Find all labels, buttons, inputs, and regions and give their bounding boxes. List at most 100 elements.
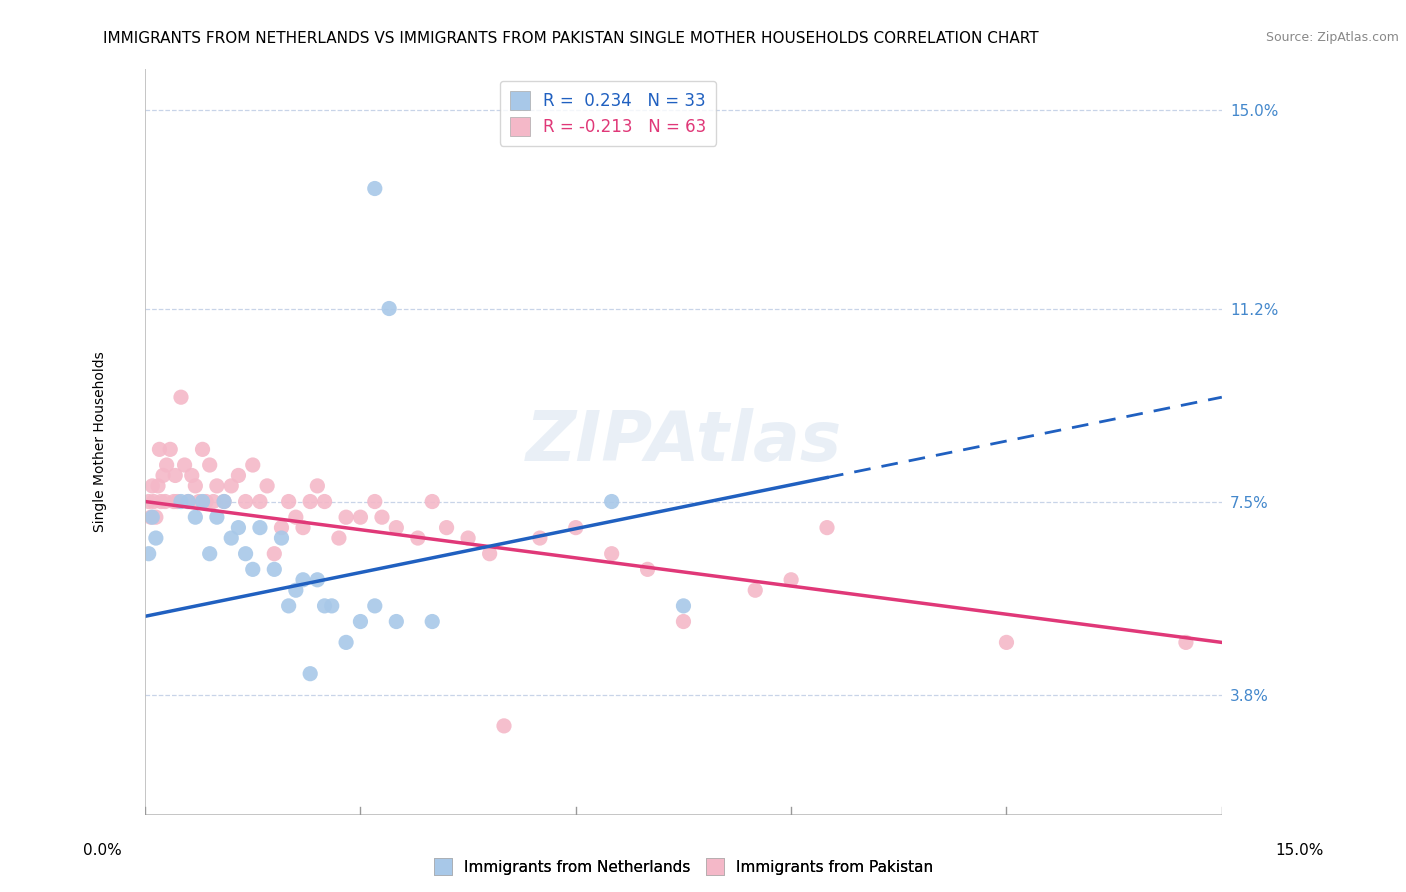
Point (436, 521, 458, 535)
Point (371, 510, 394, 524)
Point (284, 510, 307, 524)
Point (270, 521, 292, 535)
Point (328, 531, 350, 545)
Text: 0.0%: 0.0% (83, 843, 122, 857)
Point (142, 494, 165, 508)
Point (249, 521, 271, 535)
Point (141, 479, 163, 493)
Point (138, 547, 160, 561)
Point (138, 494, 160, 508)
Point (420, 615, 443, 629)
Point (420, 494, 443, 508)
Point (995, 635, 1018, 649)
Point (478, 547, 501, 561)
Point (145, 510, 167, 524)
Point (307, 573, 329, 587)
Point (335, 635, 357, 649)
Point (385, 615, 408, 629)
Point (170, 494, 193, 508)
Point (205, 510, 228, 524)
Point (228, 521, 250, 535)
Point (1174, 635, 1197, 649)
Point (349, 510, 371, 524)
Point (165, 468, 187, 483)
Point (321, 599, 343, 613)
Point (235, 494, 257, 508)
Point (205, 479, 228, 493)
Point (364, 181, 387, 195)
Point (219, 479, 242, 493)
Point (149, 494, 172, 508)
Point (600, 547, 623, 561)
Point (292, 521, 315, 535)
Point (249, 494, 271, 508)
Legend: Immigrants from Netherlands, Immigrants from Pakistan: Immigrants from Netherlands, Immigrants … (427, 852, 939, 881)
Text: Single Mother Households: Single Mother Households (93, 351, 107, 532)
Point (145, 531, 167, 545)
Point (307, 479, 329, 493)
Point (457, 531, 479, 545)
Point (284, 583, 307, 598)
Point (256, 479, 278, 493)
Point (406, 531, 429, 545)
Point (292, 573, 315, 587)
Point (146, 479, 169, 493)
Point (600, 494, 623, 508)
Point (212, 494, 235, 508)
Point (139, 510, 162, 524)
Point (219, 531, 242, 545)
Point (263, 562, 285, 576)
Point (314, 599, 336, 613)
Point (277, 599, 299, 613)
Point (780, 573, 803, 587)
Point (364, 599, 387, 613)
Point (335, 510, 357, 524)
Point (177, 494, 200, 508)
Point (314, 494, 336, 508)
Point (565, 521, 588, 535)
Point (170, 390, 193, 404)
Point (378, 301, 401, 316)
Point (202, 494, 225, 508)
Point (191, 494, 214, 508)
Point (228, 468, 250, 483)
Point (672, 599, 695, 613)
Point (152, 468, 174, 483)
Point (141, 510, 163, 524)
Point (815, 521, 838, 535)
Point (364, 494, 387, 508)
Point (148, 442, 170, 457)
Point (173, 458, 195, 472)
Point (235, 547, 257, 561)
Point (195, 494, 218, 508)
Point (242, 562, 264, 576)
Point (242, 458, 264, 472)
Point (299, 666, 322, 681)
Point (672, 615, 695, 629)
Point (270, 531, 292, 545)
Point (744, 583, 766, 598)
Point (191, 442, 214, 457)
Point (177, 494, 200, 508)
Point (198, 458, 221, 472)
Point (212, 494, 235, 508)
Point (492, 719, 515, 733)
Point (277, 494, 299, 508)
Point (159, 442, 181, 457)
Point (156, 458, 179, 472)
Point (163, 494, 186, 508)
Point (166, 494, 188, 508)
Point (184, 479, 207, 493)
Point (637, 562, 659, 576)
Point (529, 531, 551, 545)
Text: IMMIGRANTS FROM NETHERLANDS VS IMMIGRANTS FROM PAKISTAN SINGLE MOTHER HOUSEHOLDS: IMMIGRANTS FROM NETHERLANDS VS IMMIGRANT… (103, 31, 1038, 46)
Text: ZIPAtlas: ZIPAtlas (526, 408, 842, 475)
Point (184, 510, 207, 524)
Point (349, 615, 371, 629)
Point (198, 547, 221, 561)
Point (263, 547, 285, 561)
Point (187, 494, 209, 508)
Point (385, 521, 408, 535)
Point (153, 494, 176, 508)
Point (299, 494, 322, 508)
